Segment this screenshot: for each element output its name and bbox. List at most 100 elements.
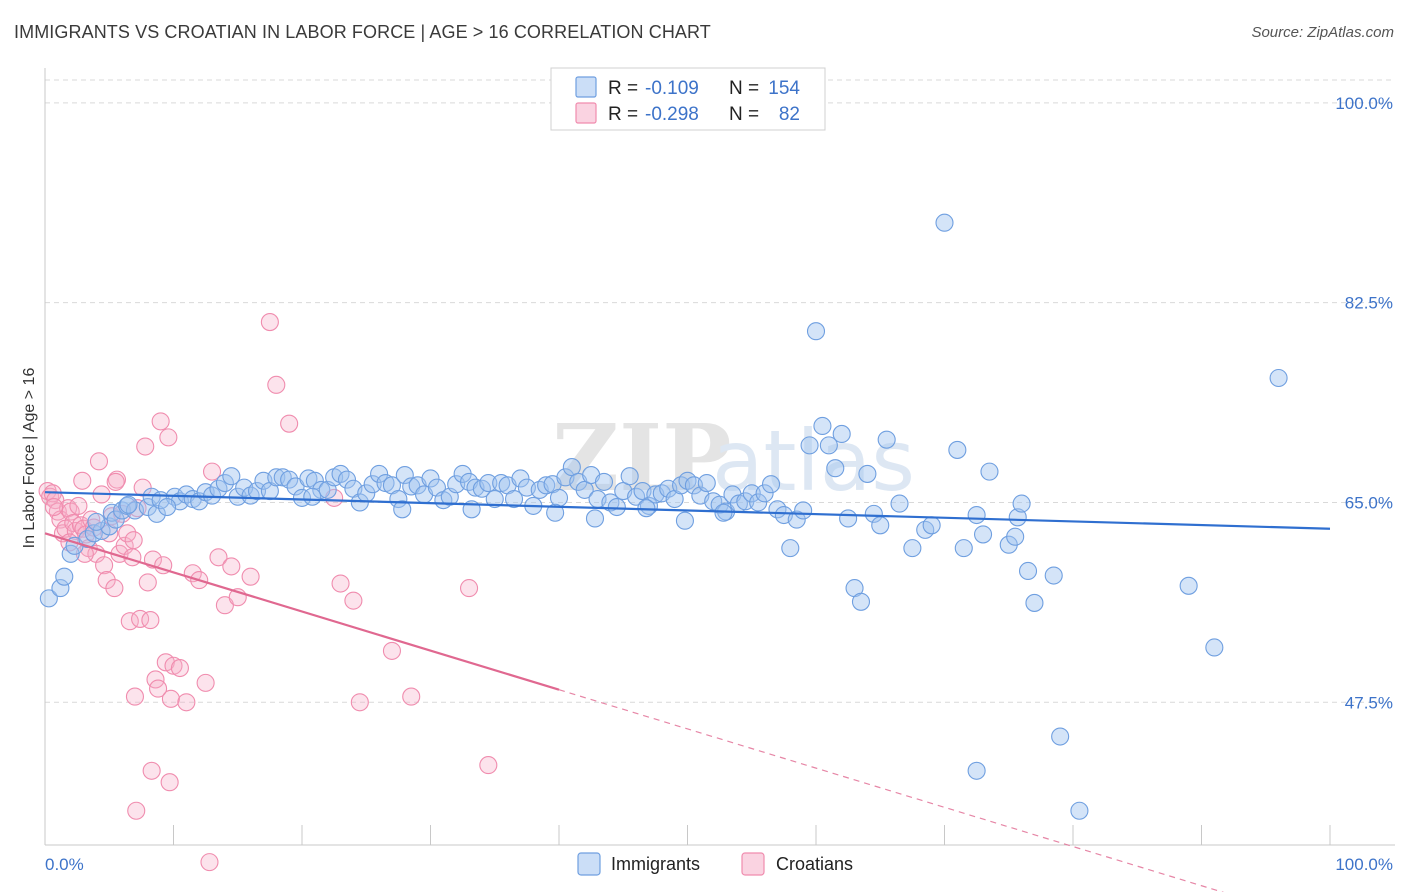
- grid-lines: [45, 79, 1395, 703]
- immigrants-point: [826, 459, 845, 478]
- immigrants-point: [546, 503, 565, 522]
- immigrants-point: [819, 436, 838, 455]
- immigrants-point: [832, 424, 851, 444]
- bottom-legend-swatch-croatians: [741, 852, 765, 876]
- immigrants-point: [973, 525, 993, 544]
- legend-n-label-1: N =: [729, 78, 759, 99]
- immigrants-point: [813, 416, 832, 436]
- immigrants-point: [337, 470, 357, 489]
- croatians-point: [124, 531, 143, 550]
- immigrants-point: [742, 484, 761, 503]
- x-tick-label-max: 100.0%: [1335, 855, 1393, 874]
- legend-n-value-1: 154: [768, 78, 800, 99]
- y-tick-label: 65.0%: [1345, 493, 1393, 512]
- immigrants-point: [800, 436, 819, 455]
- croatians-point: [44, 497, 64, 517]
- immigrants-point: [871, 516, 890, 535]
- chart-title: IMMIGRANTS VS CROATIAN IN LABOR FORCE | …: [14, 22, 711, 42]
- croatians-trend-extension: [558, 689, 1225, 892]
- croatians-point: [479, 756, 498, 775]
- croatians-point: [151, 412, 170, 431]
- immigrants-point: [222, 467, 241, 486]
- croatians-point: [127, 801, 146, 820]
- immigrants-point: [954, 539, 973, 558]
- immigrants-point: [864, 504, 883, 523]
- immigrants-point: [1008, 508, 1027, 527]
- immigrants-point: [890, 494, 909, 513]
- immigrants-point: [903, 539, 922, 558]
- immigrants-point: [806, 322, 826, 341]
- watermark-zip: ZIP: [552, 404, 731, 512]
- legend-n-label-2: N =: [729, 104, 759, 125]
- croatians-point: [142, 761, 161, 780]
- bottom-legend: Immigrants Croatians: [577, 852, 853, 876]
- legend-swatch-croatians: [575, 102, 597, 124]
- immigrants-point: [620, 467, 639, 486]
- immigrants-point: [286, 477, 305, 496]
- immigrants-point: [119, 495, 138, 514]
- immigrants-point: [537, 476, 556, 495]
- immigrants-trend-line: [44, 491, 1331, 530]
- immigrants-point: [51, 579, 70, 598]
- immigrants-point: [755, 484, 774, 503]
- legend-r-label-2: R =: [608, 104, 638, 125]
- legend: R = -0.109 N = 154 R = -0.298 N = 82: [550, 67, 826, 131]
- immigrants-point: [312, 480, 331, 499]
- immigrants-point: [851, 592, 871, 611]
- croatians-point: [105, 579, 124, 598]
- immigrants-point: [922, 516, 941, 535]
- croatians-point: [170, 658, 189, 678]
- immigrants-point: [370, 464, 389, 483]
- axes: [44, 68, 1395, 846]
- immigrants-point: [1012, 494, 1031, 513]
- immigrants-point: [247, 481, 267, 501]
- immigrants-point: [1025, 593, 1044, 612]
- croatians-point: [73, 471, 92, 490]
- immigrants-point: [305, 471, 324, 490]
- croatians-points: [38, 313, 498, 872]
- immigrants-point: [402, 477, 421, 496]
- immigrants-point: [858, 464, 877, 483]
- immigrants-point: [877, 430, 896, 449]
- y-tick-label: 47.5%: [1345, 693, 1393, 712]
- croatians-point: [141, 611, 160, 630]
- immigrants-point: [678, 471, 697, 490]
- immigrants-point: [1205, 638, 1224, 657]
- legend-r-label-1: R =: [608, 78, 638, 99]
- immigrants-point: [158, 497, 177, 517]
- immigrants-point: [485, 489, 504, 509]
- immigrants-point: [511, 469, 530, 488]
- immigrants-point: [147, 504, 166, 523]
- croatians-point: [138, 573, 157, 592]
- croatians-point: [125, 687, 144, 706]
- y-axis-label: In Labor Force | Age > 16: [21, 368, 38, 549]
- bottom-legend-swatch-immigrants: [577, 852, 601, 876]
- y-tick-label: 82.5%: [1345, 294, 1393, 313]
- croatians-point: [161, 689, 180, 708]
- immigrants-point: [479, 474, 498, 493]
- immigrants-point: [761, 475, 781, 494]
- watermark-atlas: atlas: [712, 412, 915, 510]
- croatians-point: [149, 679, 168, 698]
- immigrants-point: [967, 761, 986, 780]
- immigrants-point: [839, 509, 858, 528]
- immigrants-point: [504, 489, 524, 509]
- croatians-point: [331, 574, 350, 593]
- croatians-point: [203, 462, 222, 481]
- source-label: Source: ZipAtlas.com: [1251, 24, 1394, 41]
- immigrants-point: [1051, 727, 1070, 746]
- croatians-point: [200, 853, 219, 872]
- y-tick-label: 100.0%: [1335, 94, 1393, 113]
- croatians-point: [402, 687, 421, 706]
- immigrants-point: [675, 511, 694, 530]
- croatians-point: [89, 452, 109, 471]
- immigrants-point: [980, 462, 999, 481]
- croatians-point: [160, 773, 179, 792]
- immigrants-point: [363, 475, 382, 494]
- immigrants-point: [916, 520, 935, 539]
- croatians-point: [459, 579, 479, 598]
- immigrants-point: [39, 589, 58, 608]
- immigrants-point: [395, 466, 414, 485]
